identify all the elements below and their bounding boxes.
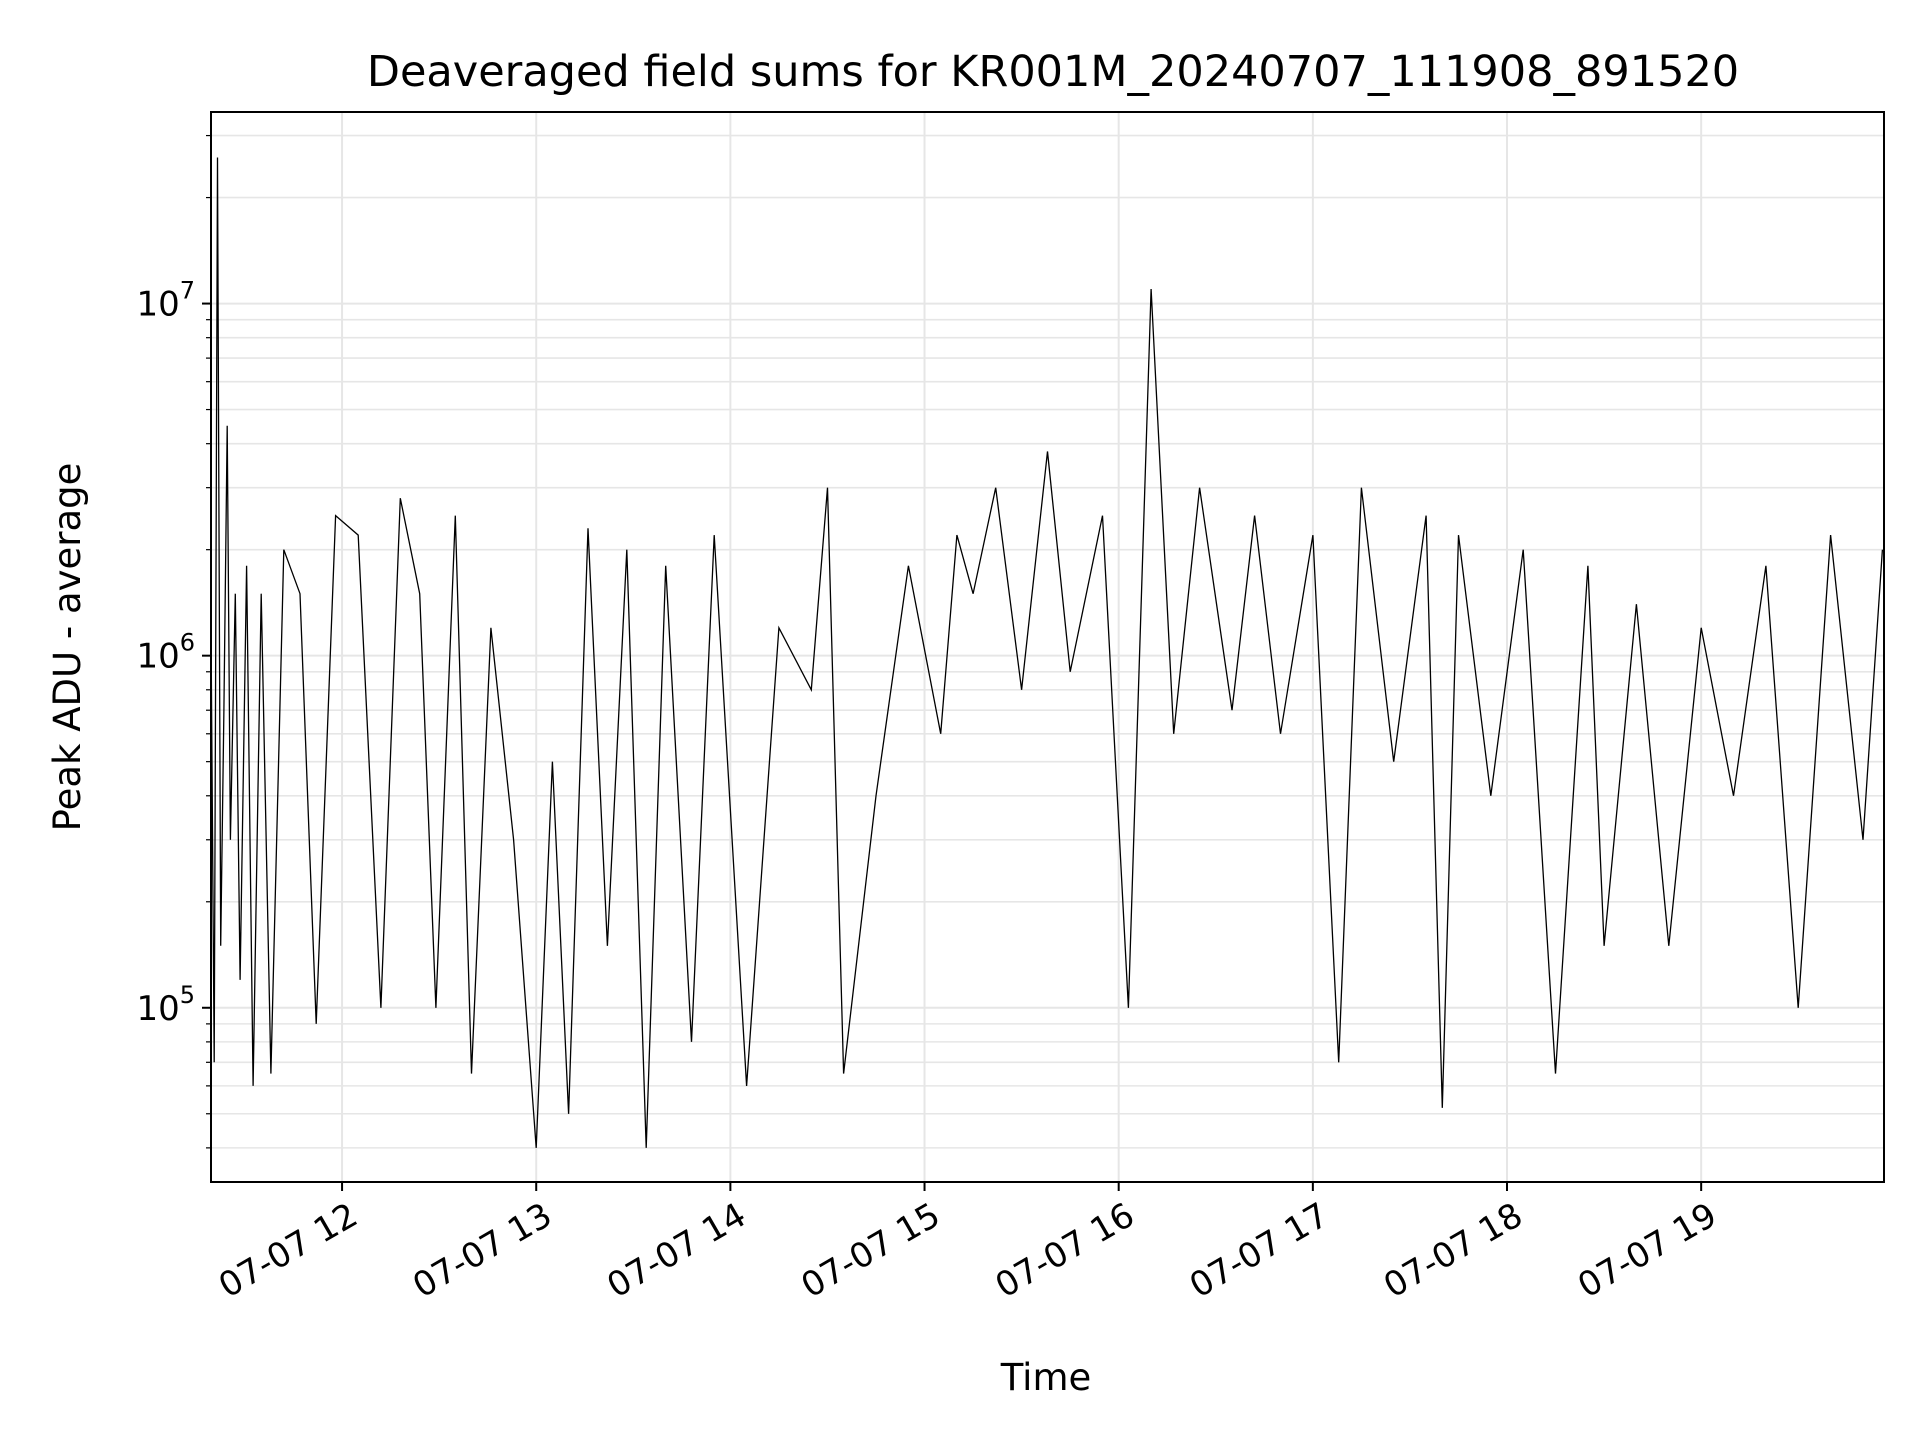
y-tick-label-base: 10 — [136, 637, 179, 677]
y-tick-label-exponent: 7 — [180, 277, 195, 305]
plot-frame — [210, 111, 1885, 1183]
y-tick-label-exponent: 5 — [180, 981, 195, 1009]
grid — [211, 112, 1884, 1182]
y-tick-label: 105 — [136, 981, 195, 1029]
series-line — [210, 157, 1884, 1148]
x-axis-label: Time — [1000, 1356, 1092, 1399]
y-tick-label: 106 — [136, 629, 195, 677]
plot-line-group — [210, 157, 1884, 1148]
y-tick-label-base: 10 — [136, 285, 179, 325]
y-tick-label-base: 10 — [136, 989, 179, 1029]
y-axis-label: Peak ADU - average — [46, 463, 89, 832]
y-tick-label: 107 — [136, 277, 195, 325]
chart-title: Deaveraged field sums for KR001M_2024070… — [367, 47, 1739, 97]
y-tick-label-exponent: 6 — [180, 629, 195, 657]
